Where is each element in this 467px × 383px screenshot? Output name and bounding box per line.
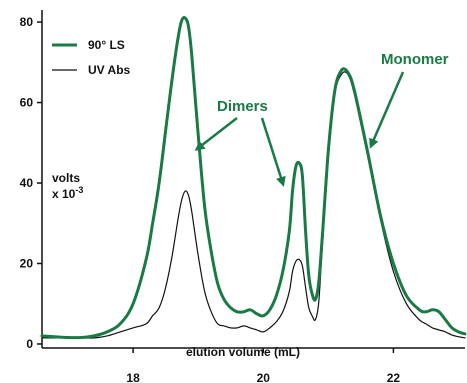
series-line-90-ls [40, 16, 467, 340]
x-tick-label: 22 [387, 371, 401, 383]
y-axis-label-line2: x 10-3 [52, 185, 83, 201]
axes: 0 20 40 60 80 18 20 22 [20, 10, 465, 383]
annotation-monomer: Monomer [381, 51, 449, 68]
y-axis-label-line1: volts [52, 171, 80, 185]
legend-label-uv: UV Abs [88, 63, 131, 77]
legend-label-ls: 90° LS [88, 38, 125, 52]
y-tick-label: 80 [20, 15, 34, 29]
x-tick-label: 20 [257, 371, 271, 383]
annotations-layer: Dimers Monomer [194, 51, 449, 187]
y-axis-label-exponent: -3 [75, 185, 83, 195]
y-axis-label-prefix: x 10 [52, 187, 76, 201]
monomer-arrow [369, 71, 405, 149]
y-tick-label: 20 [20, 257, 34, 271]
dimers-arrow-right [260, 117, 286, 187]
y-axis-label: volts x 10-3 [52, 171, 83, 201]
y-tick-label: 60 [20, 96, 34, 110]
x-tick-label: 18 [126, 371, 140, 383]
x-ticks: 18 20 22 [126, 348, 400, 383]
annotation-dimers: Dimers [217, 98, 268, 115]
y-tick-label: 0 [26, 337, 33, 351]
y-ticks: 0 20 40 60 80 [20, 15, 42, 351]
x-axis-label: elution volume (mL) [186, 345, 300, 359]
legend: 90° LS UV Abs [52, 38, 131, 77]
series-layer [40, 16, 467, 340]
dimers-arrow-left [194, 117, 238, 151]
y-tick-label: 40 [20, 176, 34, 190]
